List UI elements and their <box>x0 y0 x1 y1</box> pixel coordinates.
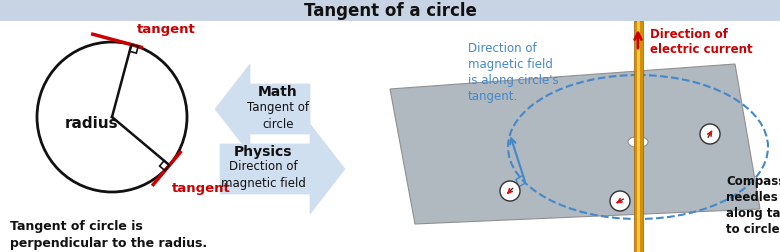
Text: Tangent of a circle: Tangent of a circle <box>303 2 477 20</box>
Text: radius: radius <box>66 115 119 130</box>
FancyBboxPatch shape <box>634 22 643 252</box>
Polygon shape <box>220 124 345 214</box>
Ellipse shape <box>628 137 648 148</box>
Text: Direction of
electric current: Direction of electric current <box>650 28 753 56</box>
Text: tangent: tangent <box>136 22 195 36</box>
Text: Tangent of circle is
perpendicular to the radius.: Tangent of circle is perpendicular to th… <box>10 219 207 249</box>
Text: Math: Math <box>258 85 298 99</box>
Text: Direction of
magnetic field
is along circle's
tangent.: Direction of magnetic field is along cir… <box>468 42 558 103</box>
Polygon shape <box>390 65 760 224</box>
FancyBboxPatch shape <box>0 22 780 252</box>
Text: Direction of
magnetic field: Direction of magnetic field <box>221 160 306 189</box>
Text: Physics: Physics <box>234 144 292 158</box>
Polygon shape <box>215 65 310 154</box>
Text: tangent: tangent <box>172 181 230 195</box>
Circle shape <box>700 124 720 144</box>
Circle shape <box>610 191 630 211</box>
Text: Compass
needles point
along tangent
to circle.: Compass needles point along tangent to c… <box>726 174 780 235</box>
FancyBboxPatch shape <box>0 0 780 22</box>
Text: Tangent of
circle: Tangent of circle <box>247 101 309 130</box>
Circle shape <box>500 181 520 201</box>
FancyBboxPatch shape <box>637 22 640 252</box>
